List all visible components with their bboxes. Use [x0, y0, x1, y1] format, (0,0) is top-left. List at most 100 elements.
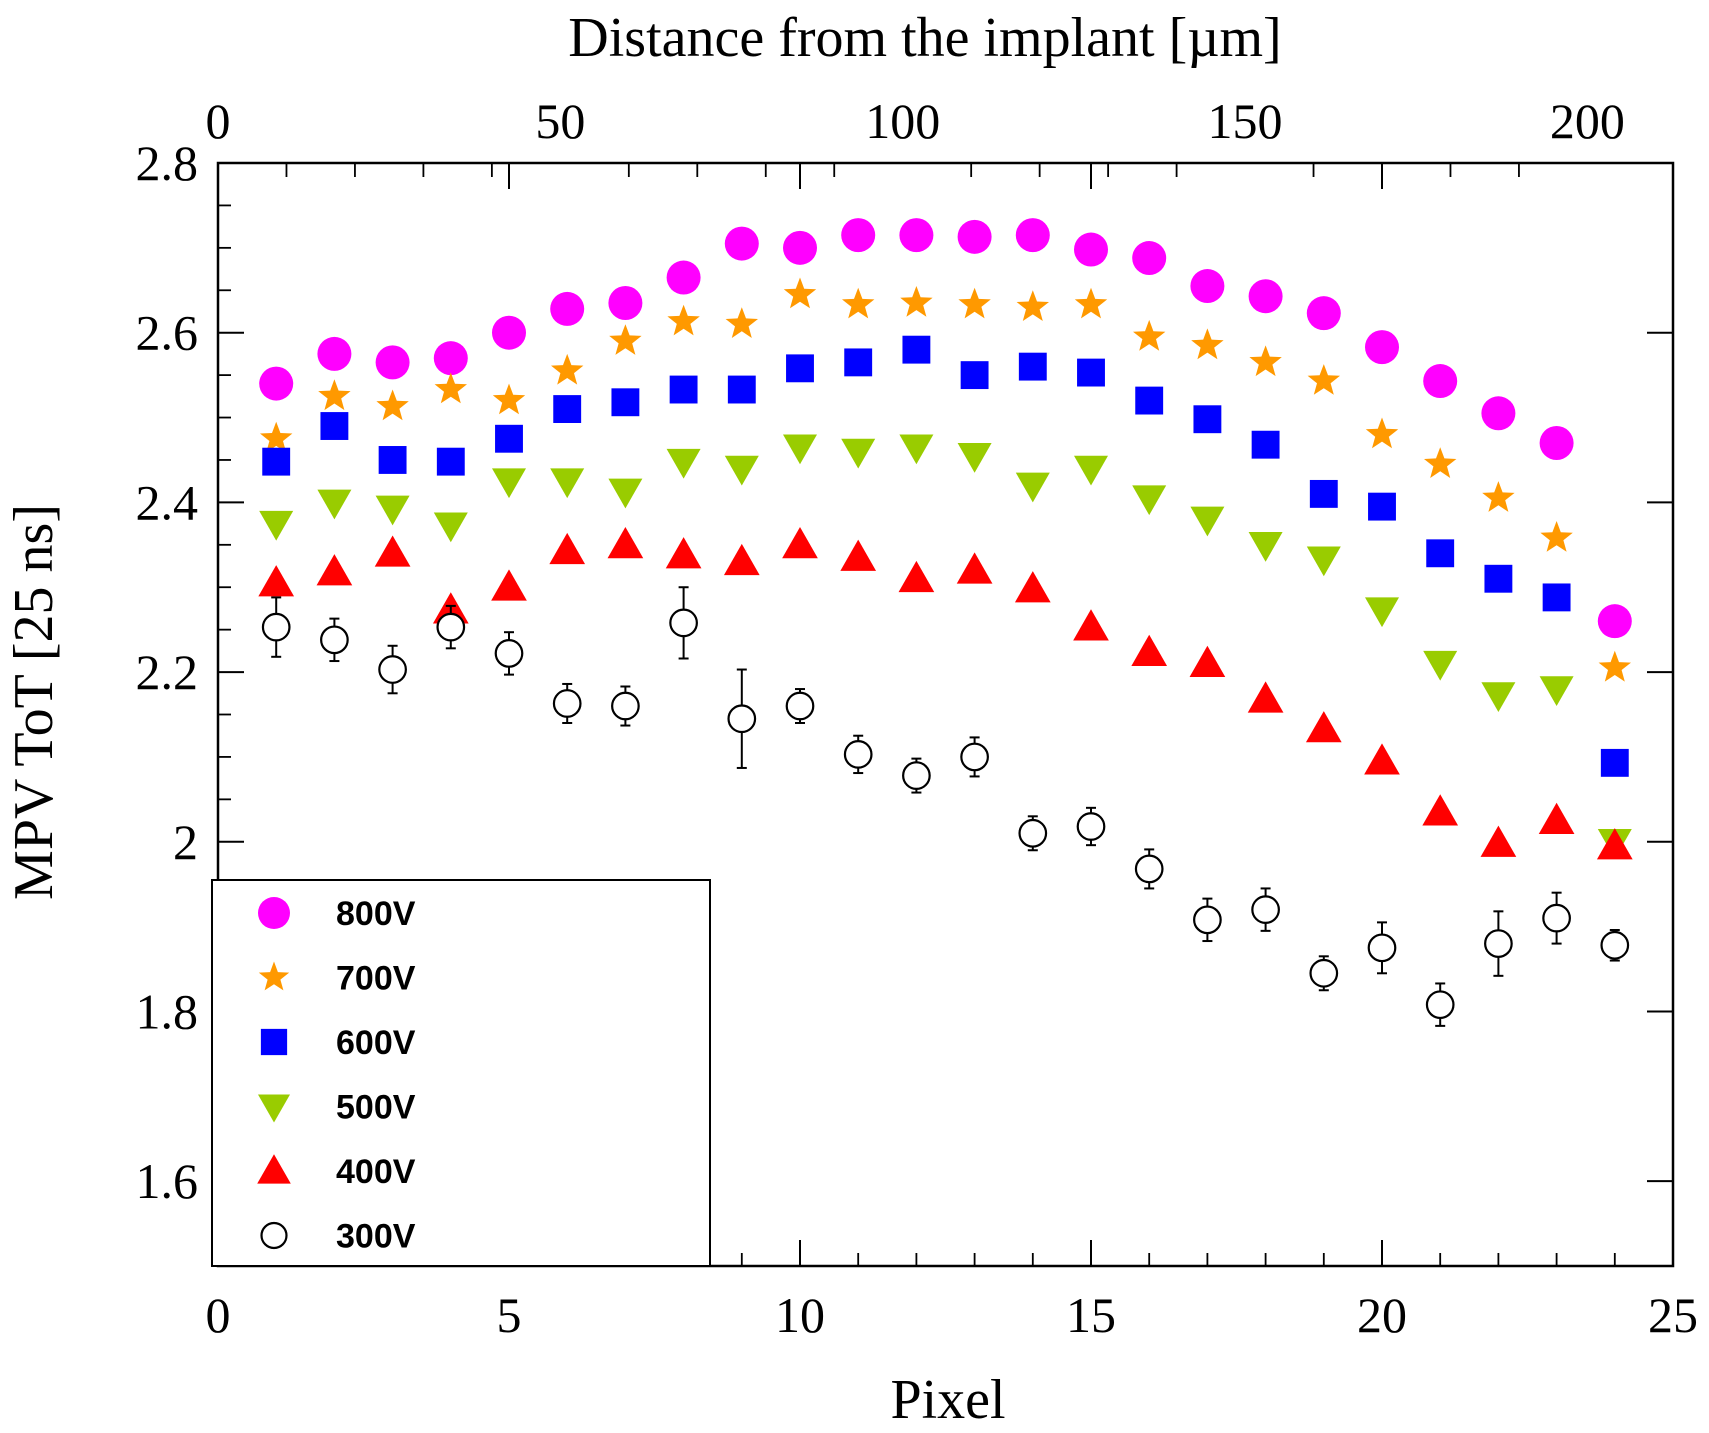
data-point	[1306, 296, 1341, 331]
data-point	[1306, 546, 1341, 577]
data-point	[899, 218, 934, 253]
data-point	[727, 704, 757, 734]
data-point	[1014, 571, 1051, 603]
data-point	[550, 291, 585, 326]
data-point	[1307, 364, 1340, 395]
data-point	[607, 526, 644, 559]
legend-marker	[257, 1154, 291, 1184]
data-point	[1191, 328, 1224, 360]
data-point	[1365, 597, 1399, 628]
data-point	[1135, 386, 1164, 415]
data-point	[1018, 352, 1047, 381]
x-axis-title: Pixel	[890, 1369, 1005, 1431]
y-tick-label: 2.6	[136, 305, 199, 361]
legend-label: 600V	[336, 1024, 416, 1062]
data-point	[320, 412, 349, 440]
legend-marker	[260, 1221, 288, 1250]
data-point	[724, 455, 759, 486]
data-point	[1073, 609, 1109, 641]
data-point	[549, 532, 586, 565]
data-point	[1542, 583, 1571, 612]
data-point	[320, 625, 349, 655]
y-axis-title: MPV ToT [25 ns]	[3, 504, 65, 900]
data-point	[261, 612, 291, 642]
series-700V	[260, 277, 1631, 682]
top-tick-label: 100	[865, 93, 940, 149]
x-tick-label: 5	[497, 1287, 522, 1343]
data-point	[843, 740, 873, 769]
data-point	[956, 552, 993, 584]
data-point	[374, 535, 411, 567]
top-axis-title: Distance from the implant [µm]	[568, 7, 1281, 69]
data-point	[842, 287, 875, 319]
data-point	[666, 448, 701, 479]
data-point	[378, 446, 407, 474]
data-point	[1248, 279, 1283, 314]
data-point	[783, 230, 817, 265]
data-point	[1015, 218, 1050, 253]
data-point	[667, 304, 700, 336]
data-point	[844, 348, 873, 377]
data-point	[609, 324, 642, 355]
series-500V	[259, 434, 1632, 859]
data-point	[1597, 604, 1632, 639]
data-point	[375, 345, 410, 380]
data-point	[782, 526, 818, 559]
data-point	[433, 512, 468, 543]
data-point	[1426, 539, 1455, 568]
data-point	[1190, 506, 1225, 537]
y-tick-label: 1.6	[136, 1153, 199, 1209]
x-tick-label: 10	[775, 1287, 825, 1343]
data-point	[552, 689, 582, 718]
data-point	[958, 287, 991, 319]
data-point	[1251, 895, 1280, 925]
y-tick-label: 2	[173, 814, 198, 870]
legend-marker	[258, 961, 290, 991]
data-point	[1542, 903, 1571, 933]
data-point	[783, 277, 817, 309]
data-point	[1598, 650, 1631, 682]
data-point	[1540, 521, 1573, 552]
data-point	[957, 442, 992, 473]
data-point	[1249, 345, 1282, 377]
data-point	[1422, 794, 1459, 826]
data-point	[550, 468, 585, 499]
data-point	[1074, 232, 1108, 267]
data-point	[1018, 818, 1048, 848]
y-tick-label: 2.8	[136, 135, 199, 191]
legend-label: 500V	[336, 1089, 416, 1127]
data-point	[1365, 330, 1399, 365]
data-point	[669, 608, 698, 638]
data-point	[1134, 854, 1164, 884]
x-tick-label: 15	[1066, 1287, 1116, 1343]
data-point	[434, 372, 467, 404]
data-point	[491, 569, 527, 601]
legend-label: 700V	[336, 960, 416, 998]
legend-label: 800V	[336, 895, 416, 933]
data-point	[1423, 650, 1458, 681]
data-point	[260, 421, 293, 453]
data-point	[960, 742, 989, 772]
data-point	[1481, 682, 1516, 712]
data-point	[785, 691, 815, 721]
data-point	[786, 354, 814, 383]
data-point	[258, 565, 295, 597]
data-point	[1484, 929, 1513, 958]
data-point	[436, 447, 465, 476]
data-point	[1132, 485, 1167, 516]
data-point	[1482, 481, 1515, 512]
data-point	[1539, 676, 1574, 707]
data-point	[318, 379, 351, 411]
y-tick-label: 2.4	[136, 474, 199, 530]
data-point	[608, 285, 643, 320]
legend: 800V 700V 600V 500V 400V 300V	[211, 879, 711, 1267]
data-point	[1074, 455, 1108, 486]
data-point	[1309, 479, 1338, 508]
data-point	[494, 639, 524, 668]
top-tick-label: 200	[1550, 93, 1625, 149]
data-point	[1248, 532, 1283, 562]
legend-box	[211, 879, 711, 1267]
top-tick-label: 0	[206, 93, 231, 149]
series-400V	[258, 526, 1633, 860]
data-point	[669, 375, 698, 404]
